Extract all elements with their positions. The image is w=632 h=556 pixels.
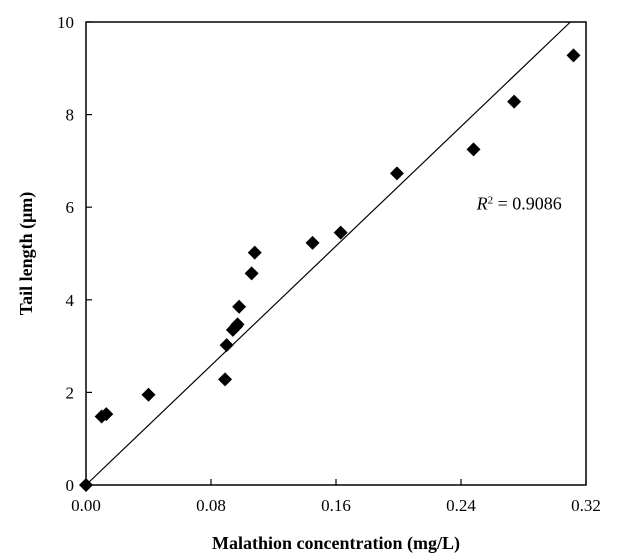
data-point-9 — [232, 299, 247, 314]
data-point-17 — [566, 48, 581, 63]
data-point-3 — [141, 387, 156, 402]
y-tick-label: 8 — [66, 106, 75, 125]
y-tick-label: 4 — [66, 291, 75, 310]
r-squared-value: = 0.9086 — [493, 194, 562, 214]
x-axis-title: Malathion concentration (mg/L) — [212, 533, 460, 554]
data-point-16 — [507, 94, 522, 109]
data-point-15 — [466, 142, 481, 157]
data-points — [79, 48, 581, 492]
data-point-4 — [218, 372, 233, 387]
r-symbol: R — [476, 194, 488, 214]
y-tick-label: 10 — [57, 13, 74, 32]
y-tick-label: 0 — [66, 476, 75, 495]
y-tick-label: 2 — [66, 383, 75, 402]
x-tick-label: 0.32 — [571, 496, 601, 515]
data-point-14 — [389, 166, 404, 181]
r-squared-annotation: R2 = 0.9086 — [476, 194, 562, 214]
trend-line — [85, 21, 571, 486]
data-point-11 — [247, 245, 262, 260]
x-axis-ticks: 0.00 0.08 0.16 0.24 0.32 — [71, 479, 601, 515]
x-tick-label: 0.08 — [196, 496, 226, 515]
data-point-13 — [333, 225, 348, 240]
r-squared-superscript: 2 — [488, 195, 494, 207]
data-point-10 — [244, 266, 259, 281]
y-axis-ticks: 0 2 4 6 8 10 — [57, 13, 92, 495]
x-tick-label: 0.00 — [71, 496, 101, 515]
data-point-8 — [230, 317, 245, 332]
plot-area-frame — [85, 21, 587, 486]
x-tick-label: 0.16 — [321, 496, 351, 515]
y-axis-title: Tail length (μm) — [16, 192, 37, 316]
data-point-5 — [219, 338, 234, 353]
y-tick-label: 6 — [66, 198, 75, 217]
data-point-12 — [305, 235, 320, 250]
data-point-2 — [99, 407, 114, 422]
x-tick-label: 0.24 — [446, 496, 476, 515]
